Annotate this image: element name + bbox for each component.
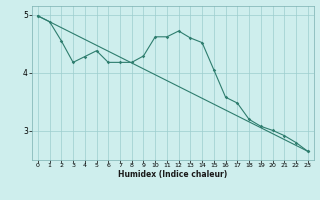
X-axis label: Humidex (Indice chaleur): Humidex (Indice chaleur) bbox=[118, 170, 228, 179]
